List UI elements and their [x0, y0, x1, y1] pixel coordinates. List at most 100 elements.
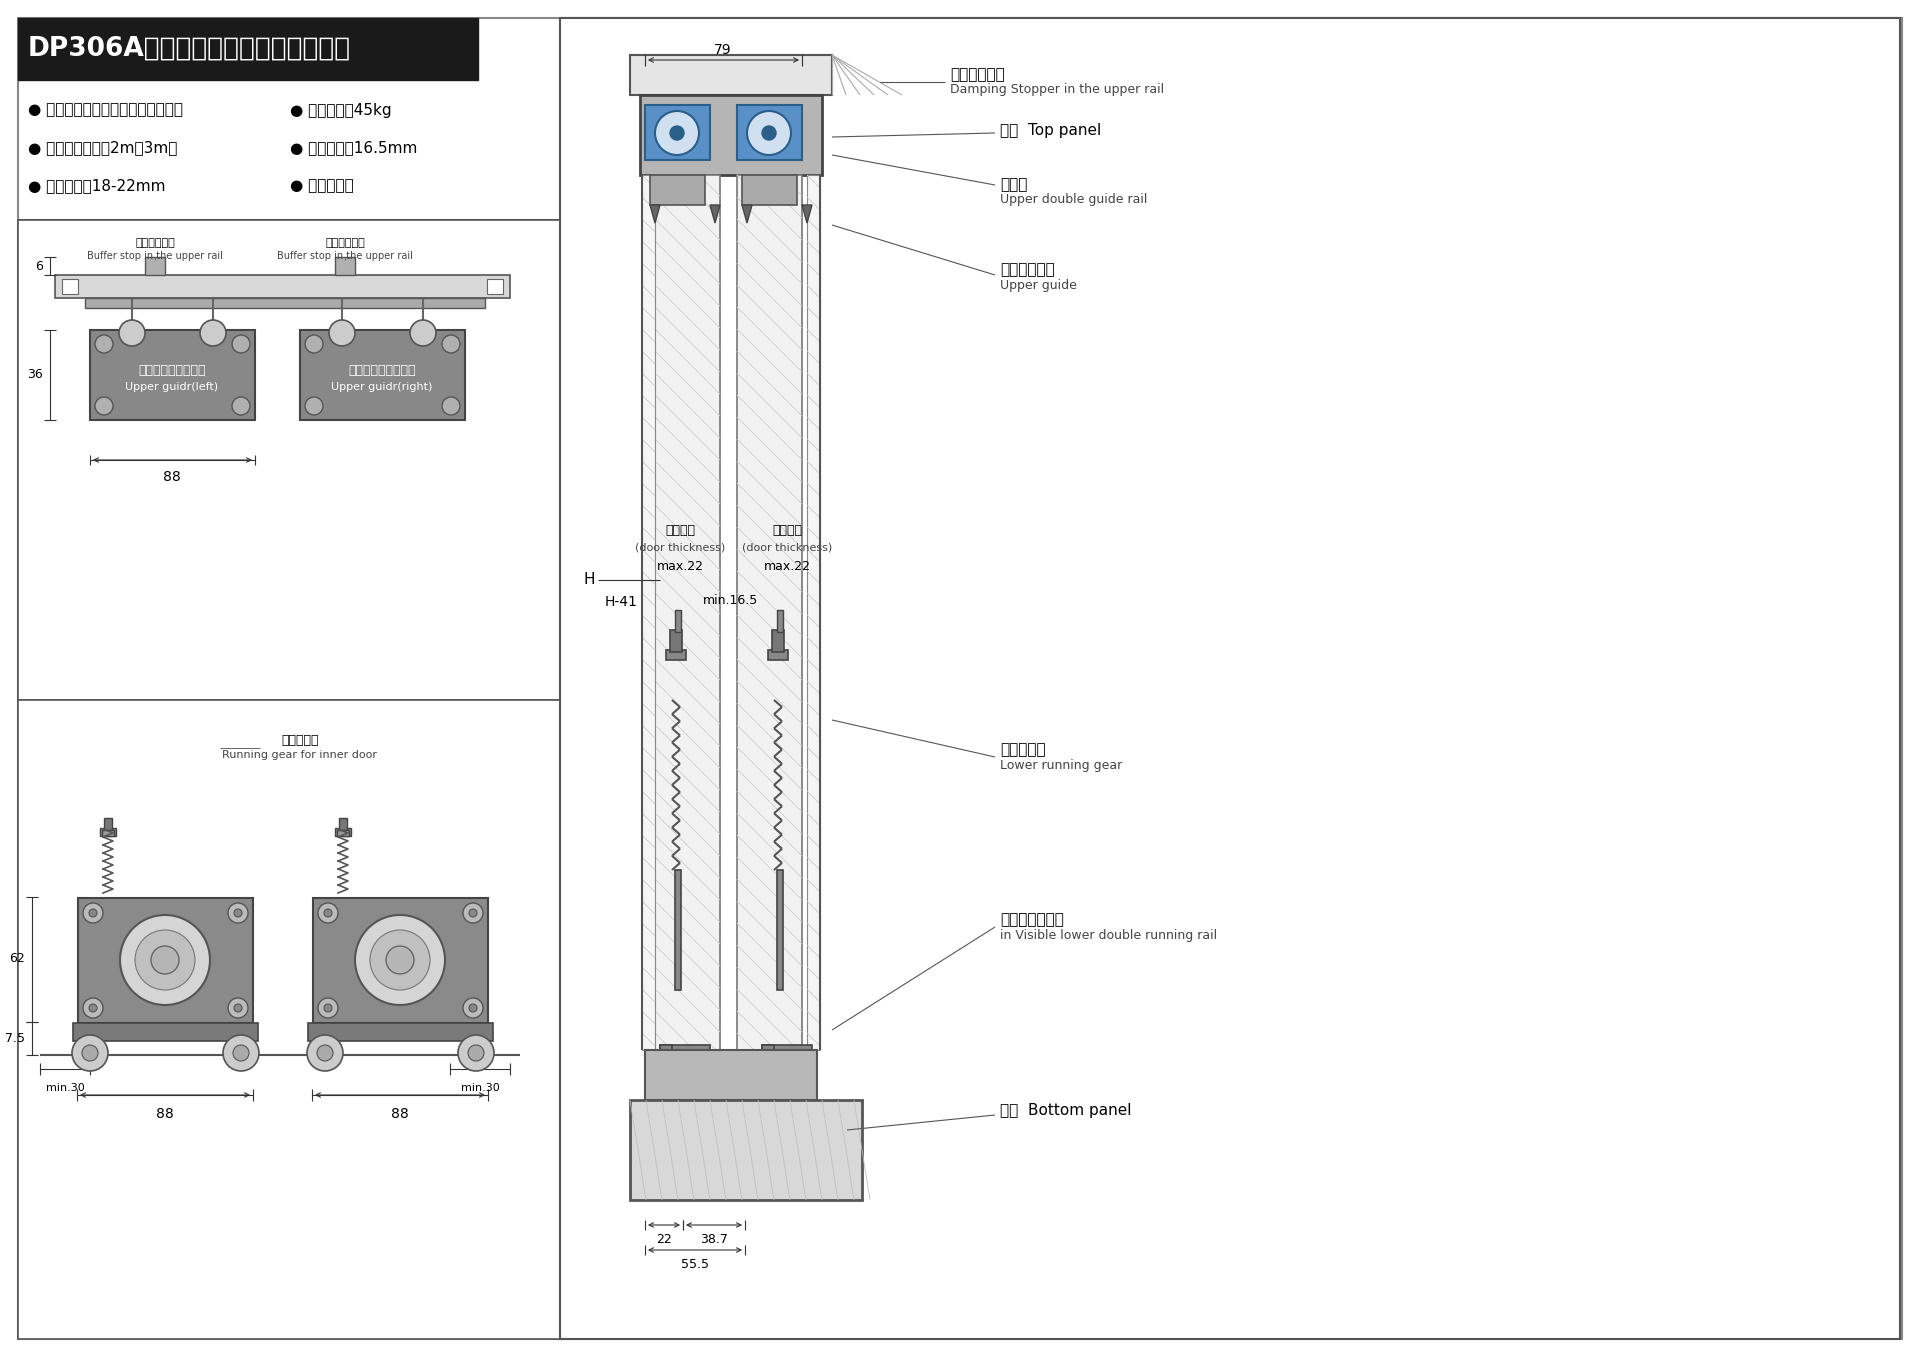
Circle shape: [468, 1045, 484, 1061]
Text: Upper double guide rail: Upper double guide rail: [1000, 194, 1148, 206]
Text: max.22: max.22: [764, 559, 810, 573]
Bar: [772, 630, 783, 651]
Bar: [666, 650, 685, 660]
Circle shape: [234, 1004, 242, 1012]
Circle shape: [319, 902, 338, 923]
Bar: [737, 104, 803, 160]
Circle shape: [119, 320, 146, 346]
Text: 下滚轮组件: 下滚轮组件: [280, 734, 319, 746]
Circle shape: [355, 915, 445, 1006]
Text: Buffer stop in the upper rail: Buffer stop in the upper rail: [86, 251, 223, 261]
Text: 36: 36: [27, 369, 42, 381]
Circle shape: [411, 320, 436, 346]
Text: Damping Stopper in the upper rail: Damping Stopper in the upper rail: [950, 84, 1164, 96]
Polygon shape: [651, 205, 660, 223]
Bar: [73, 1023, 257, 1041]
Text: min.16.5: min.16.5: [703, 593, 758, 607]
Circle shape: [319, 997, 338, 1018]
Bar: [762, 1045, 774, 1075]
Circle shape: [463, 997, 484, 1018]
Bar: [778, 870, 783, 991]
Bar: [79, 898, 253, 1023]
Bar: [17, 18, 478, 80]
Text: （门厚）: （门厚）: [772, 524, 803, 536]
Text: 88: 88: [156, 1107, 175, 1121]
Bar: [651, 175, 705, 205]
Text: 88: 88: [392, 1107, 409, 1121]
Bar: [676, 611, 682, 632]
Text: ● 材质：冷板、镀蓝锌、尼龙、轴承: ● 材质：冷板、镀蓝锌、尼龙、轴承: [29, 103, 182, 118]
Bar: [102, 830, 113, 836]
Circle shape: [232, 1045, 250, 1061]
Text: ● 轨道：铝型材、2m、3m、: ● 轨道：铝型材、2m、3m、: [29, 141, 177, 156]
Text: 下滚轮组件: 下滚轮组件: [1000, 742, 1046, 757]
Circle shape: [152, 946, 179, 974]
Text: 柜底  Bottom panel: 柜底 Bottom panel: [1000, 1102, 1131, 1118]
Polygon shape: [803, 205, 812, 223]
Text: Buffer stop in the upper rail: Buffer stop in the upper rail: [276, 251, 413, 261]
Text: 上缓冲限位器: 上缓冲限位器: [134, 237, 175, 248]
Text: Upper guidr(left): Upper guidr(left): [125, 383, 219, 392]
Circle shape: [83, 902, 104, 923]
Circle shape: [762, 126, 776, 140]
Circle shape: [228, 902, 248, 923]
Bar: [639, 95, 822, 175]
Text: 7.5: 7.5: [6, 1031, 25, 1045]
Circle shape: [200, 320, 227, 346]
Circle shape: [307, 1035, 344, 1071]
Text: 上缓冲限位器: 上缓冲限位器: [324, 237, 365, 248]
Bar: [334, 828, 351, 836]
Text: H: H: [584, 573, 595, 588]
Bar: [762, 1045, 812, 1057]
Bar: [630, 56, 831, 95]
Bar: [768, 650, 787, 660]
Polygon shape: [741, 205, 753, 223]
Bar: [100, 828, 115, 836]
Bar: [307, 1023, 493, 1041]
Bar: [334, 256, 355, 275]
Bar: [300, 330, 465, 421]
Bar: [737, 175, 803, 1050]
Bar: [313, 898, 488, 1023]
Circle shape: [234, 909, 242, 917]
Circle shape: [134, 930, 196, 991]
Bar: [630, 1101, 862, 1200]
Circle shape: [305, 335, 323, 353]
Bar: [146, 256, 165, 275]
Text: ● 门板厚度：18-22mm: ● 门板厚度：18-22mm: [29, 179, 165, 194]
Bar: [645, 1050, 818, 1101]
Circle shape: [328, 320, 355, 346]
Bar: [17, 700, 561, 1339]
Text: 55.5: 55.5: [682, 1258, 708, 1272]
Text: 79: 79: [714, 43, 732, 57]
Circle shape: [386, 946, 415, 974]
Bar: [676, 870, 682, 991]
Bar: [660, 1045, 710, 1057]
Text: 顶板  Top panel: 顶板 Top panel: [1000, 122, 1102, 137]
Circle shape: [324, 909, 332, 917]
Text: ● 无噪音技术: ● 无噪音技术: [290, 179, 353, 194]
Bar: [660, 1045, 672, 1075]
Circle shape: [94, 335, 113, 353]
Circle shape: [371, 930, 430, 991]
Bar: [741, 175, 797, 205]
Text: 上缓冲限位器: 上缓冲限位器: [950, 68, 1004, 83]
Polygon shape: [710, 205, 720, 223]
Text: Running gear for inner door: Running gear for inner door: [223, 750, 378, 760]
Circle shape: [305, 398, 323, 415]
Circle shape: [88, 909, 98, 917]
Circle shape: [468, 909, 476, 917]
Bar: [61, 280, 79, 294]
Bar: [641, 175, 655, 1050]
Text: (door thickness): (door thickness): [636, 543, 726, 554]
Text: min.30: min.30: [46, 1083, 84, 1092]
Text: in Visible lower double running rail: in Visible lower double running rail: [1000, 928, 1217, 942]
Bar: [84, 299, 486, 308]
Bar: [56, 275, 511, 299]
Circle shape: [442, 398, 461, 415]
Text: DP306A阻尼趟门轮（明装式）安装图: DP306A阻尼趟门轮（明装式）安装图: [29, 37, 351, 62]
Bar: [17, 220, 561, 700]
Bar: [806, 175, 820, 1050]
Bar: [488, 280, 503, 294]
Bar: [338, 830, 349, 836]
